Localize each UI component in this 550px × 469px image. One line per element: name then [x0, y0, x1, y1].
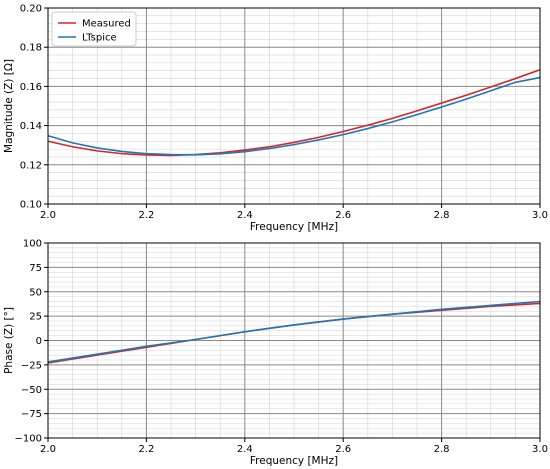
y-tick-label: 0 — [36, 336, 42, 347]
y-tick-label: 25 — [29, 312, 42, 323]
x-tick-label: 2.0 — [40, 210, 56, 221]
y-tick-label: −50 — [21, 385, 42, 396]
magnitude-chart: 2.0 2.2 2.4 2.6 2.8 3.0 0.10 0.12 0.14 0.16 0.18 0.… — [3, 4, 548, 234]
x-axis-label: Frequency [MHz] — [250, 455, 338, 467]
phase-chart: 2.0 2.2 2.4 2.6 2.8 3.0 −100 −75 −50 −25 0 25 50 75 10… — [3, 239, 548, 468]
series-line-ltspice — [47, 300, 541, 363]
legend-label-ltspice: LTspice — [82, 33, 117, 44]
x-tick-label: 2.4 — [237, 210, 253, 221]
series-line-measured — [47, 68, 541, 157]
y-tick-label: 0.20 — [20, 4, 42, 15]
y-axis-label: Magnitude (Z) [Ω] — [3, 59, 15, 153]
y-tick-label: 0.18 — [20, 43, 42, 54]
y-tick-label: 50 — [29, 287, 42, 298]
y-tick-label: −25 — [21, 360, 42, 371]
x-axis-label: Frequency [MHz] — [250, 221, 338, 233]
legend-label-measured: Measured — [82, 19, 131, 30]
y-tick-label: −100 — [15, 434, 42, 445]
x-tick-label: 2.2 — [138, 444, 154, 455]
y-tick-label: 0.12 — [20, 160, 42, 171]
plot-frame — [47, 7, 541, 205]
y-tick-label: 0.10 — [20, 200, 42, 211]
x-tick-label: 2.6 — [335, 444, 351, 455]
x-tick-label: 2.8 — [434, 444, 450, 455]
y-tick-label: 100 — [23, 239, 42, 250]
x-tick-label: 3.0 — [532, 210, 548, 221]
x-tick-label: 3.0 — [532, 444, 548, 455]
x-tick-label: 2.8 — [434, 210, 450, 221]
y-tick-label: 75 — [29, 263, 42, 274]
y-axis-label: Phase (Z) [°] — [3, 307, 15, 374]
y-tick-label: 0.14 — [20, 121, 42, 132]
y-tick-label: −75 — [21, 409, 42, 420]
x-tick-label: 2.6 — [335, 210, 351, 221]
x-tick-label: 2.4 — [237, 444, 253, 455]
y-tick-label: 0.16 — [20, 82, 42, 93]
series-line-ltspice — [47, 76, 541, 156]
x-tick-label: 2.2 — [138, 210, 154, 221]
x-tick-label: 2.0 — [40, 444, 56, 455]
